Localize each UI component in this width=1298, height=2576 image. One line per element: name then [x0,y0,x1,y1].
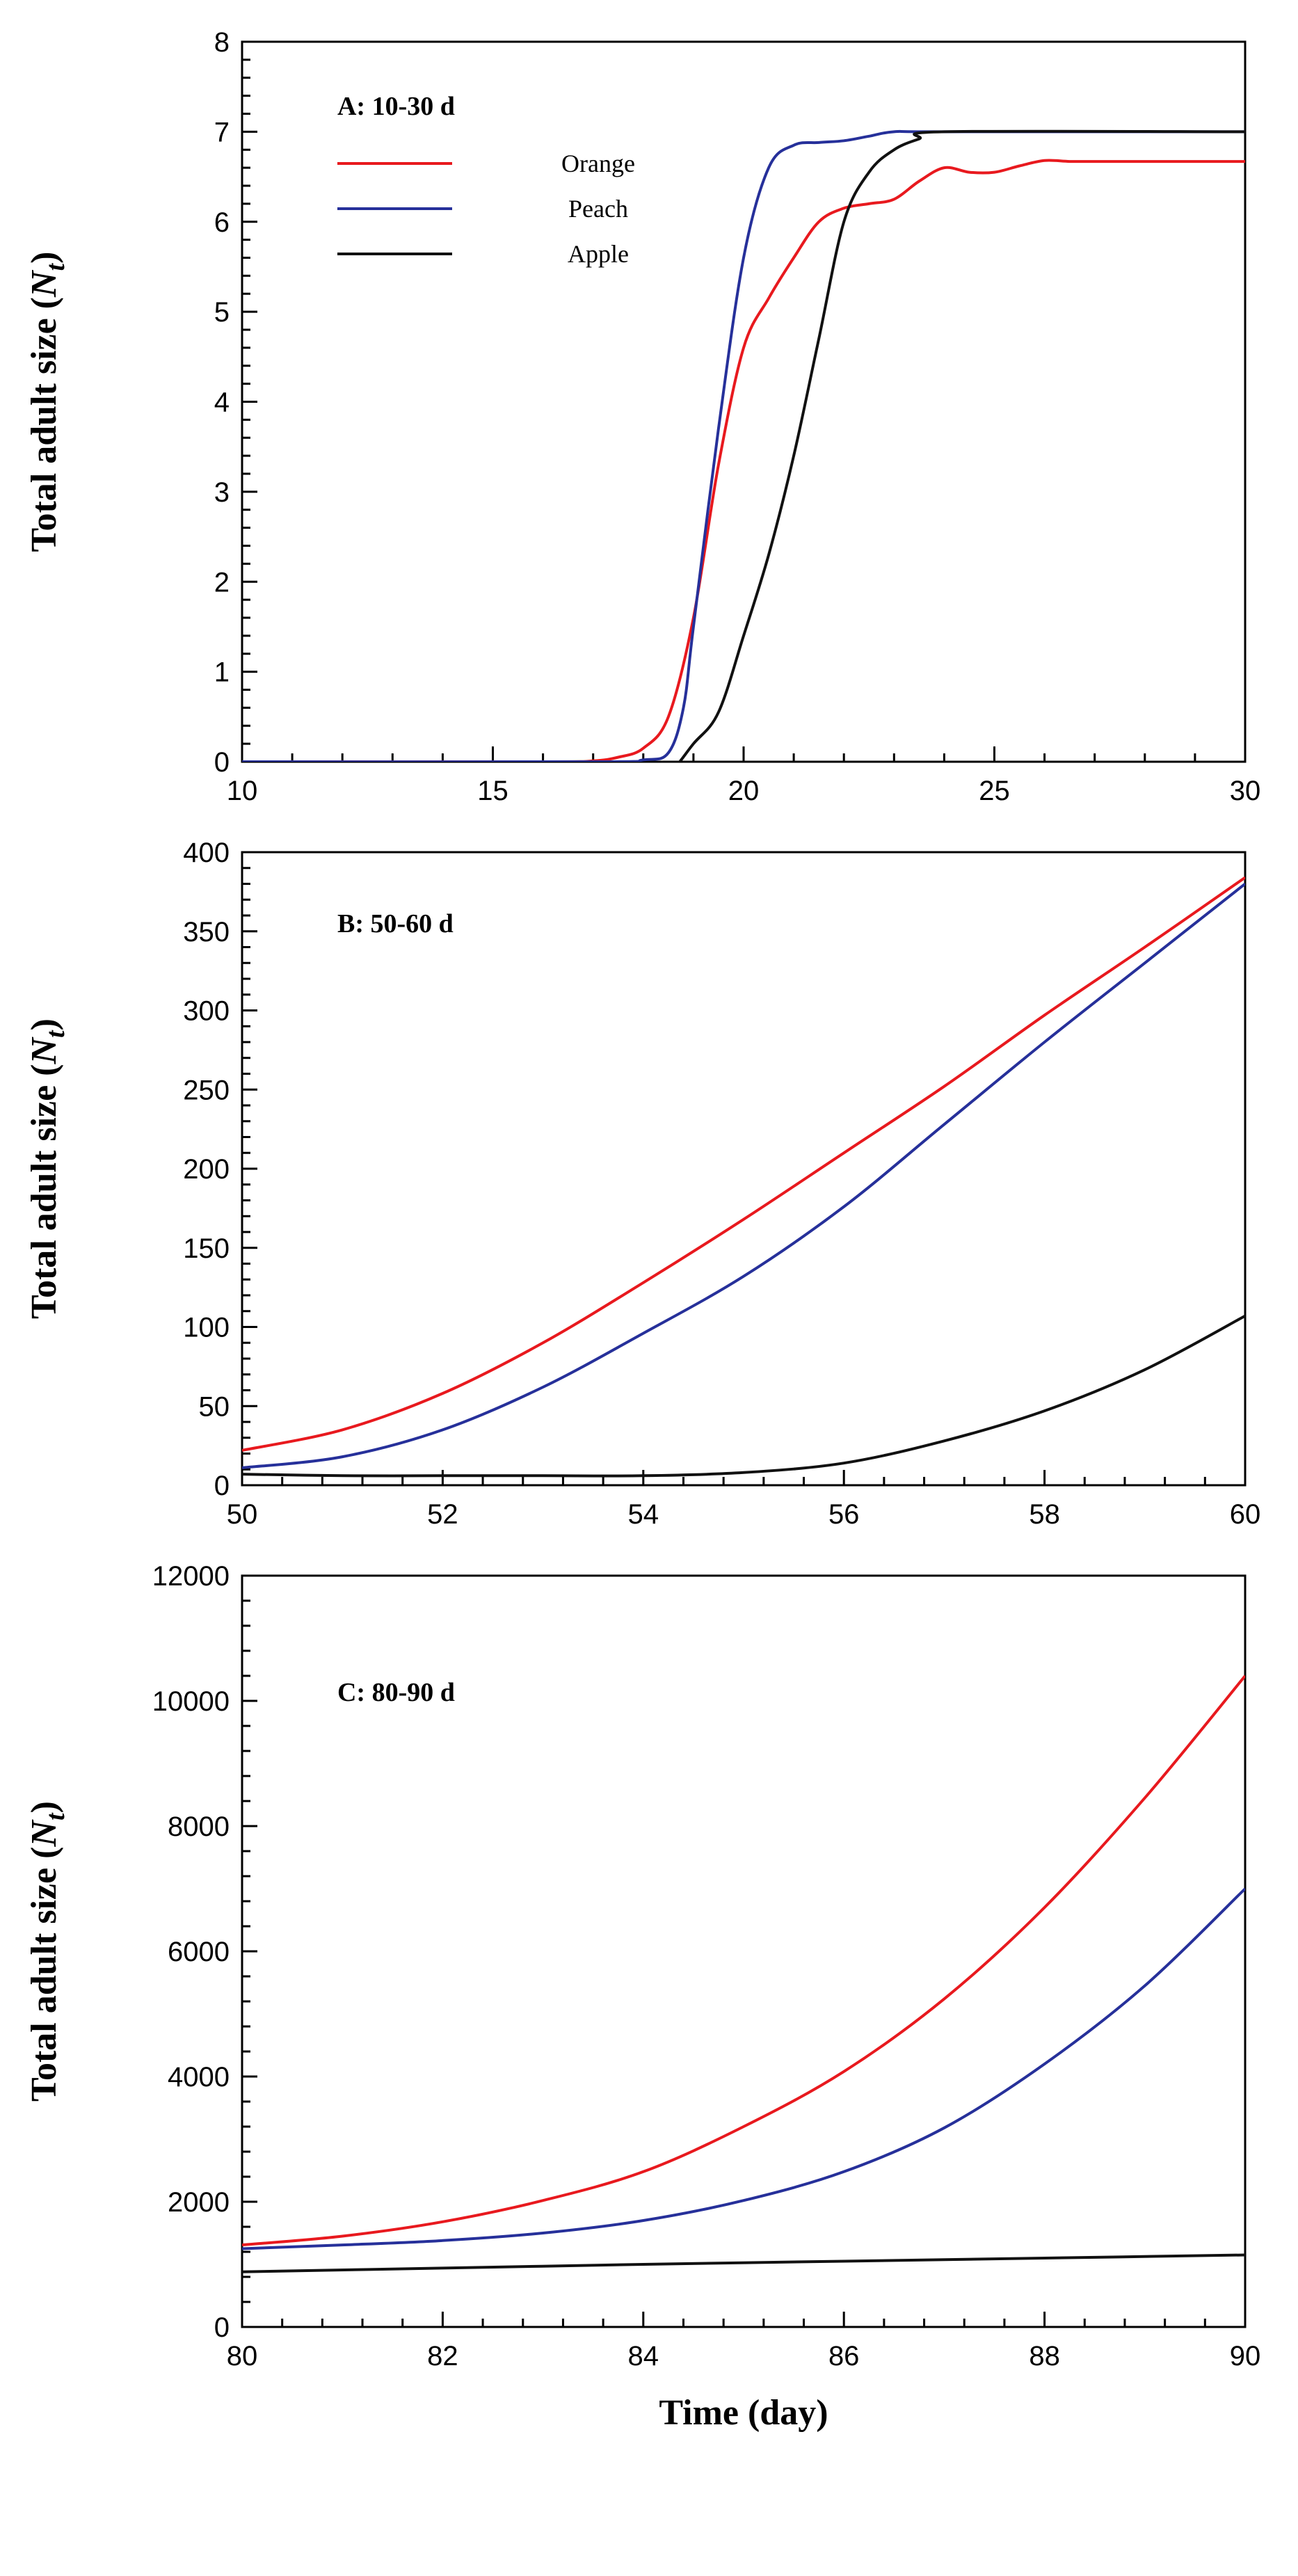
x-tick-label: 84 [628,2341,659,2371]
y-axis-title: Total adult size (Nt) [24,1801,70,2102]
y-tick-label: 4 [214,387,230,418]
y-tick-label: 1 [214,657,230,688]
y-axis-title-subscript: t [41,1030,70,1038]
y-axis-title-variable: N [24,1819,64,1848]
x-tick-label: 30 [1230,776,1261,806]
y-axis-title: Total adult size (Nt) [24,252,70,552]
legend-label-apple: Apple [568,240,629,268]
y-tick-label: 300 [183,996,230,1027]
y-axis-title-subscript: t [41,262,70,271]
x-tick-label: 54 [628,1499,659,1530]
x-tick-label: 90 [1230,2341,1261,2371]
y-tick-label: 5 [214,297,230,328]
x-tick-label: 80 [227,2341,258,2371]
y-axis-title-close: ) [24,252,64,264]
panel-c: 80 82 84 86 88 90 0 2000 4000 6000 8000 10000 12000 T… [24,1561,1260,2433]
y-tick-label: 100 [183,1313,230,1343]
series-line-peach [242,129,1245,762]
legend-label-peach: Peach [568,195,628,223]
legend-label-orange: Orange [561,150,635,177]
x-tick-label: 15 [477,776,508,806]
y-axis-title-text: Total adult size ( [24,1847,64,2102]
y-axis-title-subscript: t [41,1812,70,1821]
series-line-apple [242,2253,1245,2273]
y-tick-label: 2000 [168,2187,230,2218]
series-line-apple [678,129,1245,762]
y-axis-title-text: Total adult size ( [24,297,64,552]
y-axis-title-text: Total adult size ( [24,1064,64,1319]
y-tick-label: 10000 [152,1686,230,1717]
series-line-orange [242,159,1245,762]
panel-b: 50 52 54 56 58 60050100150200250300350400Tota… [24,838,1260,1530]
series-line-peach [242,882,1245,1469]
series-line-orange [242,876,1245,1452]
x-tick-label: 20 [728,776,760,806]
y-axis-title-close: ) [24,1018,64,1030]
panel-title: C: 80-90 d [337,1678,455,1707]
y-axis-title-variable: N [24,1037,64,1065]
x-tick-label: 60 [1230,1499,1261,1530]
y-tick-label: 8 [214,27,230,58]
x-tick-label: 52 [427,1499,458,1530]
x-tick-label: 86 [828,2341,860,2371]
panel-title: B: 50-60 d [337,909,454,938]
y-tick-label: 250 [183,1075,230,1105]
panel-a: 10 15 20 25 30 0 1 2 3 4 5 6 7 8 Total adult size (Nt)… [24,27,1260,806]
y-tick-label: 350 [183,917,230,947]
y-tick-label: 7 [214,117,230,147]
x-tick-label: 25 [979,776,1010,806]
x-tick-label: 50 [227,1499,258,1530]
series-line-peach [242,1887,1245,2250]
y-tick-label: 6000 [168,1937,230,1967]
series-line-apple [242,1314,1245,1478]
y-tick-label: 200 [183,1154,230,1185]
plot-frame [241,40,1247,763]
y-tick-label: 6 [214,207,230,238]
x-tick-label: 10 [227,776,258,806]
y-tick-label: 12000 [152,1561,230,1592]
x-tick-label: 82 [427,2341,458,2371]
y-tick-label: 4000 [168,2062,230,2093]
y-tick-label: 0 [214,2312,230,2343]
y-tick-label: 8000 [168,1811,230,1842]
y-tick-label: 3 [214,477,230,508]
y-tick-label: 0 [214,1471,230,1501]
y-axis-title-variable: N [24,269,64,298]
y-axis-title-close: ) [24,1801,64,1813]
x-tick-label: 58 [1029,1499,1060,1530]
x-tick-label: 56 [828,1499,860,1530]
y-tick-label: 400 [183,838,230,868]
y-tick-label: 150 [183,1233,230,1264]
y-tick-label: 50 [199,1391,230,1422]
series-line-orange [242,1674,1245,2247]
y-axis-title: Total adult size (Nt) [24,1018,70,1319]
x-tick-label: 88 [1029,2341,1060,2371]
y-tick-label: 2 [214,567,230,598]
y-tick-label: 0 [214,747,230,778]
x-axis-title: Time (day) [659,2393,828,2433]
panel-title: A: 10-30 d [337,92,455,121]
